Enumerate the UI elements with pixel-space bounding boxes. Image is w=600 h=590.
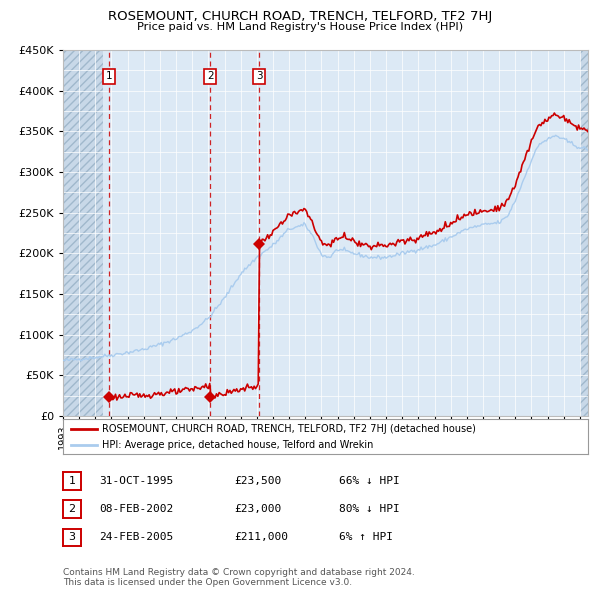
Bar — [580, 50, 588, 416]
Text: 2: 2 — [207, 71, 214, 81]
Text: £23,000: £23,000 — [234, 504, 281, 514]
Text: 2: 2 — [68, 504, 76, 514]
Bar — [63, 50, 103, 416]
Text: 6% ↑ HPI: 6% ↑ HPI — [339, 533, 393, 542]
Text: 3: 3 — [256, 71, 262, 81]
Text: HPI: Average price, detached house, Telford and Wrekin: HPI: Average price, detached house, Telf… — [103, 441, 374, 450]
Text: 31-OCT-1995: 31-OCT-1995 — [99, 476, 173, 486]
Text: 80% ↓ HPI: 80% ↓ HPI — [339, 504, 400, 514]
Text: 66% ↓ HPI: 66% ↓ HPI — [339, 476, 400, 486]
Text: Price paid vs. HM Land Registry's House Price Index (HPI): Price paid vs. HM Land Registry's House … — [137, 22, 463, 32]
Text: £211,000: £211,000 — [234, 533, 288, 542]
Text: 3: 3 — [68, 533, 76, 542]
Text: ROSEMOUNT, CHURCH ROAD, TRENCH, TELFORD, TF2 7HJ (detached house): ROSEMOUNT, CHURCH ROAD, TRENCH, TELFORD,… — [103, 424, 476, 434]
Text: 1: 1 — [68, 476, 76, 486]
Text: Contains HM Land Registry data © Crown copyright and database right 2024.
This d: Contains HM Land Registry data © Crown c… — [63, 568, 415, 587]
Text: 08-FEB-2002: 08-FEB-2002 — [99, 504, 173, 514]
Text: ROSEMOUNT, CHURCH ROAD, TRENCH, TELFORD, TF2 7HJ: ROSEMOUNT, CHURCH ROAD, TRENCH, TELFORD,… — [108, 10, 492, 23]
Text: 24-FEB-2005: 24-FEB-2005 — [99, 533, 173, 542]
Text: 1: 1 — [106, 71, 112, 81]
Text: £23,500: £23,500 — [234, 476, 281, 486]
